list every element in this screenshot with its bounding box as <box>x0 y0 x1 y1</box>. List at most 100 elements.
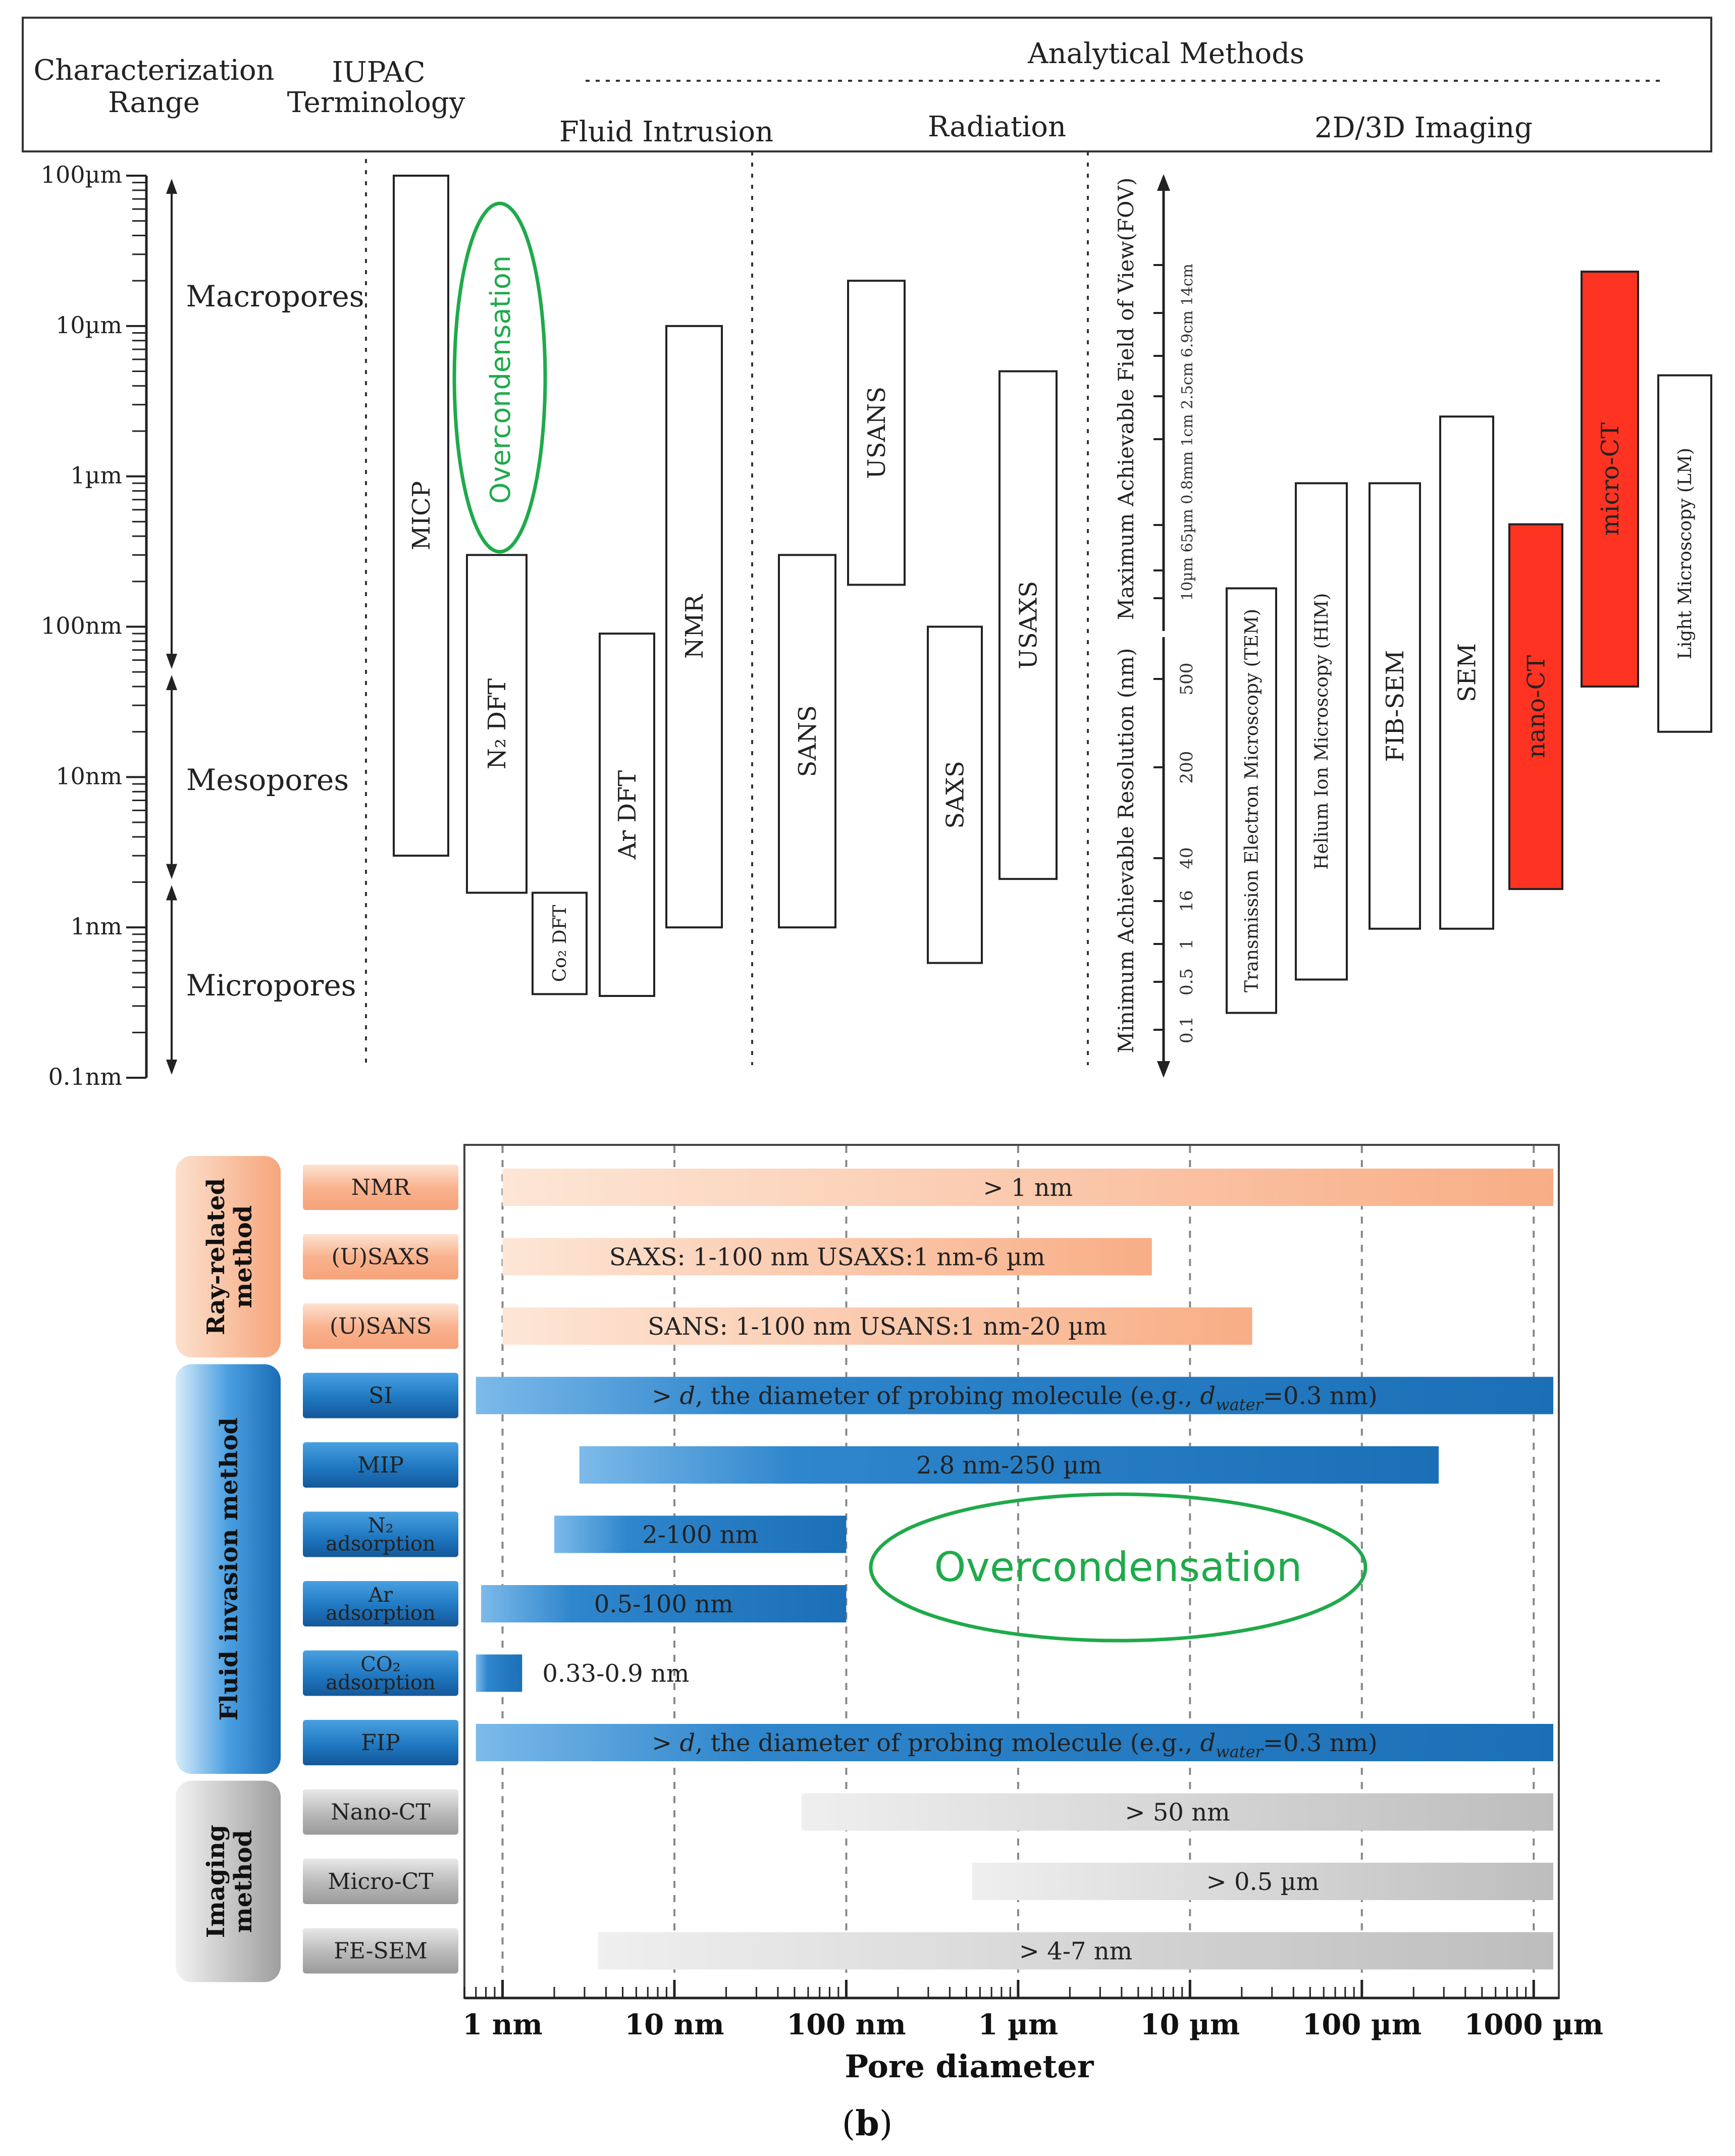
y-tick-label: 10µm <box>56 311 122 339</box>
method-label: USANS <box>863 387 891 479</box>
range-bar-label: 2.8 nm-250 µm <box>916 1451 1102 1480</box>
method-label: Light Microscopy (LM) <box>1675 448 1696 659</box>
row-label-box <box>303 1650 458 1696</box>
x-tick-label: 10 µm <box>1140 2008 1240 2041</box>
range-bar-orange <box>502 1169 1554 1206</box>
res-tick-label: 16 <box>1177 890 1197 912</box>
header-group-fluid-intrusion: Fluid Intrusion <box>559 116 773 148</box>
pore-class-arrowhead <box>166 1060 177 1075</box>
res-tick-label: 500 <box>1177 663 1197 696</box>
panel-b-chart: Ray-relatedmethod Fluid invasion method Im… <box>176 1144 1603 2144</box>
group-label: Ray-relatedmethod <box>202 1178 257 1335</box>
row-label: Micro-CT <box>328 1869 433 1895</box>
method-box-co-dft <box>532 891 588 995</box>
row-label-box <box>303 1511 458 1557</box>
header-characterization-2: Range <box>108 86 200 119</box>
method-label: Transmission Electron Microscopy (TEM) <box>1242 609 1263 992</box>
plot-frame-b <box>463 1144 1560 1999</box>
range-bar-blue <box>579 1446 1439 1484</box>
method-box-usans <box>847 280 906 586</box>
method-box-sem <box>1439 415 1494 930</box>
range-bar-gray <box>598 1932 1554 1970</box>
caption-b: (b) <box>842 2104 893 2144</box>
row-label: (U)SANS <box>330 1313 432 1339</box>
group-label: Imagingmethod <box>202 1825 257 1938</box>
row-label-line2: adsorption <box>326 1602 436 1625</box>
method-box-nmr <box>665 325 723 929</box>
y-tick-label: 10nm <box>56 762 122 790</box>
pore-class-label-micropores: Micropores <box>186 968 356 1003</box>
range-bar-blue <box>481 1585 847 1622</box>
method-box-usaxs <box>998 370 1058 880</box>
header-iupac-1: IUPAC <box>332 56 425 89</box>
res-axis-label: Minimum Achievable Resolution (nm) <box>1114 648 1138 1054</box>
row-label-line2: adsorption <box>326 1533 436 1556</box>
range-bar-gray <box>972 1863 1554 1900</box>
header-analytical-methods: Analytical Methods <box>1027 37 1304 70</box>
pore-class-arrowhead <box>166 654 177 669</box>
x-gridlines <box>501 1146 1535 1996</box>
x-tick-label: 1 µm <box>978 2008 1059 2041</box>
x-axis-b: 1 nm 10 nm 100 nm 1 µm 10 µm 100 µm 1000 µm <box>462 1980 1603 2041</box>
range-bar-label: > 0.5 µm <box>1206 1868 1320 1896</box>
pore-class-arrowhead <box>166 885 177 901</box>
y-tick-label: 100nm <box>41 612 122 640</box>
method-label: Co₂ DFT <box>550 905 570 982</box>
method-label: N₂ DFT <box>483 678 511 769</box>
method-label: FIB-SEM <box>1381 650 1409 762</box>
y-tick-label: 100µm <box>41 161 122 188</box>
res-tick-label: 0.5 <box>1177 968 1197 995</box>
method-box-fib-sem <box>1369 482 1421 930</box>
method-label: Ar DFT <box>613 770 642 860</box>
pore-class-label-mesopores: Mesopores <box>186 763 349 797</box>
range-bar-label: SANS: 1-100 nm USANS:1 nm-20 µm <box>648 1312 1107 1341</box>
range-bar-label: SAXS: 1-100 nm USAXS:1 nm-6 µm <box>609 1243 1045 1272</box>
method-box-transmission-electron-microscopy-tem- <box>1226 587 1277 1014</box>
res-axis-arrowhead <box>1157 1061 1170 1078</box>
row-label-box <box>303 1373 458 1418</box>
row-label-box <box>303 1859 458 1904</box>
pore-class-arrows <box>166 179 177 1075</box>
pore-class-arrowhead <box>166 864 177 879</box>
range-bar-label: > d, the diameter of probing molecule (e… <box>652 1729 1378 1761</box>
res-tick-label: 200 <box>1177 751 1197 784</box>
fov-axis-label: Maximum Achievable Field of View(FOV) <box>1114 178 1138 620</box>
row-label-box <box>303 1928 458 1974</box>
method-box-helium-ion-microscopy-him- <box>1295 482 1348 981</box>
method-box-n-dft <box>466 554 528 894</box>
row-label: FE-SEM <box>334 1938 428 1964</box>
x-tick-label: 1000 µm <box>1464 2008 1603 2041</box>
method-label: SEM <box>1453 643 1481 702</box>
row-label: (U)SAXS <box>332 1244 430 1270</box>
row-labels: NMR(U)SAXS(U)SANSSIMIPN₂adsorptionAradso… <box>303 1165 458 1974</box>
group-box-orange <box>176 1156 281 1357</box>
x-axis-label-b: Pore diameter <box>845 2048 1094 2085</box>
pore-class-label-macropores: Macropores <box>186 279 364 313</box>
range-bar-label: > 4-7 nm <box>1019 1937 1132 1966</box>
range-bar-blue <box>476 1654 522 1692</box>
res-tick-label: 40 <box>1177 847 1197 869</box>
method-box-light-microscopy-lm- <box>1657 374 1712 733</box>
group-box-blue <box>176 1364 281 1774</box>
method-label: MICP <box>407 481 436 550</box>
method-label: SANS <box>794 705 822 777</box>
panel-a-chart: Characterization Range IUPAC Terminology… <box>22 17 1712 1090</box>
header-iupac-2: Terminology <box>287 86 465 119</box>
range-bar-blue <box>476 1377 1554 1414</box>
x-tick-label: 1 nm <box>462 2008 542 2041</box>
pore-class-arrowhead <box>166 179 177 194</box>
group-labels: Ray-relatedmethod Fluid invasion method Im… <box>176 1156 281 1982</box>
row-label-box <box>303 1442 458 1488</box>
row-label: Nano-CT <box>331 1800 430 1825</box>
row-label: SI <box>369 1383 393 1409</box>
range-bar-label: > d, the diameter of probing molecule (e… <box>652 1382 1378 1414</box>
method-box-micro-ct <box>1581 271 1639 688</box>
row-label: NMR <box>351 1175 411 1200</box>
method-boxes: MICP N₂ DFT Co₂ DFT Ar DFT NMR SANS USANS SAXS U… <box>393 175 1712 1014</box>
res-tick-label: 0.1 <box>1177 1016 1197 1043</box>
row-label: FIP <box>361 1730 400 1756</box>
overcondensation-ellipse-b <box>869 1492 1368 1643</box>
method-label: SAXS <box>941 761 969 829</box>
row-label-box <box>303 1789 458 1835</box>
range-bars: > 1 nm SAXS: 1-100 nm USAXS:1 nm-6 µm SANS… <box>476 1169 1554 1970</box>
